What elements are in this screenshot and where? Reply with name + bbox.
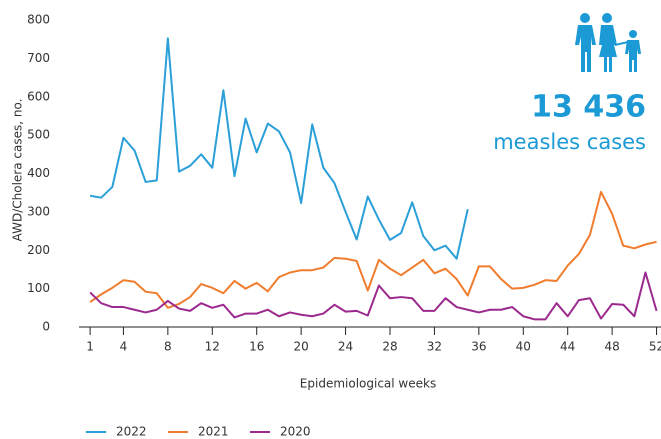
x-tick-label: 4 bbox=[120, 340, 128, 354]
y-tick-label: 800 bbox=[27, 13, 50, 27]
legend-label: 2022 bbox=[116, 425, 147, 439]
x-tick-label: 12 bbox=[205, 340, 220, 354]
x-tick-label: 36 bbox=[471, 340, 486, 354]
y-tick-label: 700 bbox=[27, 51, 50, 65]
series-line bbox=[89, 37, 469, 260]
x-tick-label: 20 bbox=[293, 340, 308, 354]
x-tick-label: 24 bbox=[338, 340, 353, 354]
x-axis-title: Epidemiological weeks bbox=[300, 377, 436, 391]
y-tick-label: 100 bbox=[27, 281, 50, 295]
x-tick-label: 28 bbox=[382, 340, 397, 354]
y-tick-label: 200 bbox=[27, 243, 50, 257]
y-tick-label: 500 bbox=[27, 128, 50, 142]
y-axis-title: AWD/Cholera cases, no. bbox=[11, 99, 25, 242]
series-line bbox=[89, 271, 658, 321]
y-tick-label: 600 bbox=[27, 89, 50, 103]
annotation-text: measles cases bbox=[493, 130, 646, 154]
x-tick-label: 32 bbox=[427, 340, 442, 354]
y-tick-label: 300 bbox=[27, 204, 50, 218]
x-tick-label: 48 bbox=[604, 340, 619, 354]
x-tick-label: 40 bbox=[516, 340, 531, 354]
x-tick-label: 1 bbox=[86, 340, 94, 354]
x-tick-label: 52 bbox=[649, 340, 661, 354]
y-tick-label: 0 bbox=[42, 320, 50, 334]
family-icon bbox=[575, 13, 641, 72]
x-tick-label: 8 bbox=[164, 340, 172, 354]
legend-label: 2020 bbox=[280, 425, 311, 439]
series-line bbox=[89, 190, 657, 309]
annotation-value: 13 436 bbox=[531, 90, 646, 125]
legend-label: 2021 bbox=[198, 425, 229, 439]
x-tick-label: 44 bbox=[560, 340, 575, 354]
y-tick-label: 400 bbox=[27, 166, 50, 180]
x-tick-label: 16 bbox=[249, 340, 264, 354]
